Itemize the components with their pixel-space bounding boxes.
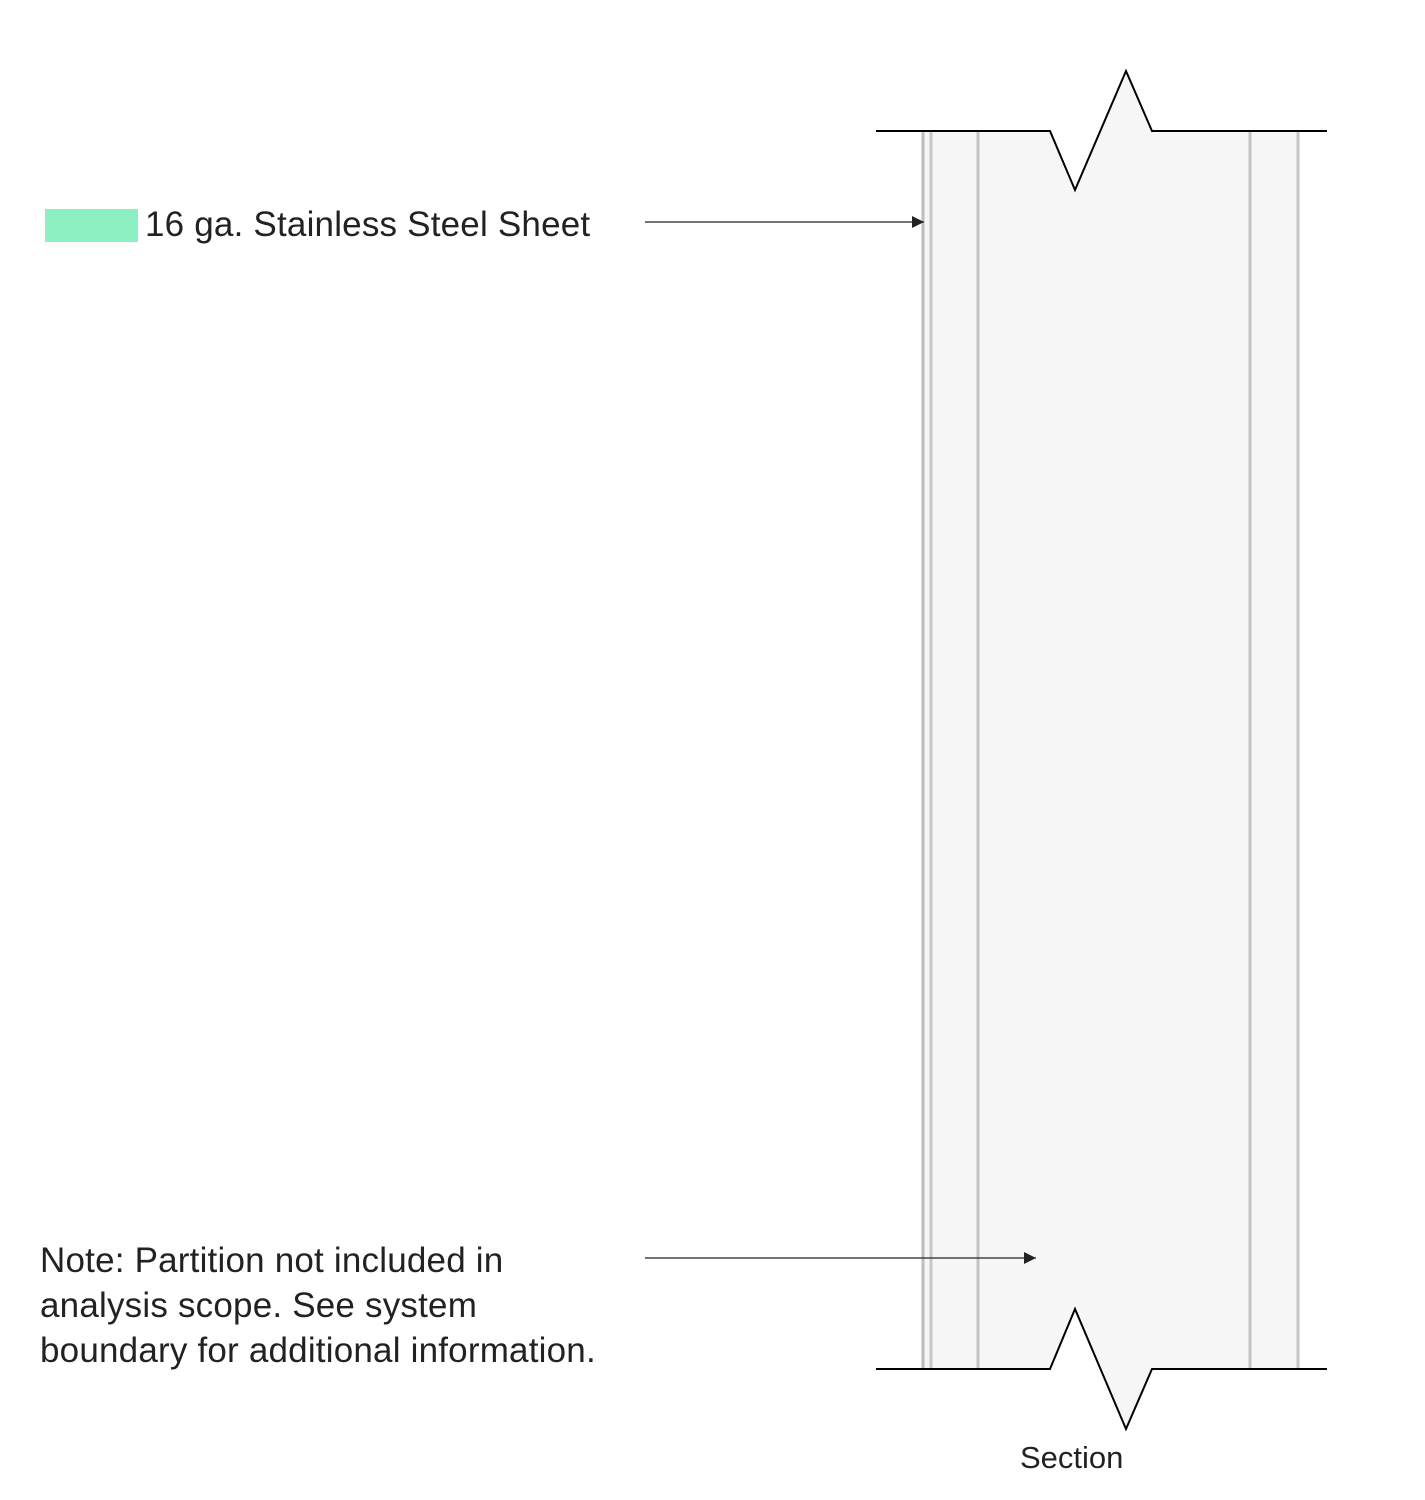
note-line: analysis scope. See system <box>40 1286 478 1325</box>
wall-body <box>922 71 1298 1429</box>
steel-sheet-swatch <box>45 209 138 242</box>
note-line: Note: Partition not included in <box>40 1241 504 1280</box>
top-break-line <box>876 68 1327 193</box>
section-label: Section <box>1020 1440 1124 1475</box>
note-line: boundary for additional information. <box>40 1331 596 1370</box>
steel-sheet-label: 16 ga. Stainless Steel Sheet <box>145 205 591 244</box>
partition-note: Note: Partition not included in analysis… <box>40 1238 596 1373</box>
bottom-break-line <box>876 1306 1327 1432</box>
